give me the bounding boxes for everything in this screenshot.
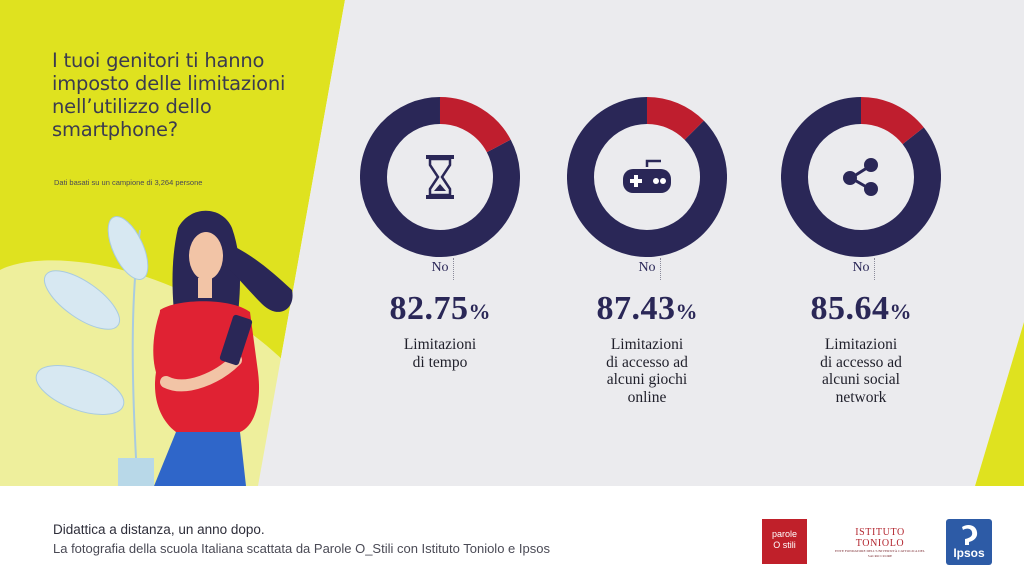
ipsos-logo: Ipsos — [946, 519, 992, 565]
yellow-corner — [975, 322, 1024, 486]
category-label: Limitazioni di accesso ad alcuni social net… — [776, 336, 946, 406]
percentage-number: 82.75 — [389, 290, 469, 327]
percentage-value: 87.43% — [557, 290, 737, 328]
logo-text: ISTITUTO TONIOLO — [855, 527, 905, 549]
percentage-number: 87.43 — [596, 290, 676, 327]
category-label-line: online — [627, 388, 667, 406]
label-leader-line — [453, 258, 454, 280]
category-label-line: di accesso ad — [606, 353, 688, 371]
category-label-line: di accesso ad — [820, 353, 902, 371]
percent-sign: % — [889, 299, 912, 324]
category-label-line: alcuni social — [822, 371, 900, 388]
infographic-stage: I tuoi genitori ti hanno imposto delle l… — [0, 0, 1024, 486]
question-title: I tuoi genitori ti hanno imposto delle l… — [52, 49, 286, 141]
percent-sign: % — [468, 299, 491, 324]
logo-text: parole — [771, 529, 798, 539]
donut-chart-2 — [567, 97, 727, 257]
slice-yes — [439, 97, 511, 153]
category-label-line: network — [835, 388, 887, 406]
percent-sign: % — [675, 299, 698, 324]
category-label-line: alcuni giochi — [606, 371, 688, 388]
share-icon — [839, 155, 883, 199]
category-label: Limitazioni di tempo — [355, 336, 525, 371]
no-label: No — [431, 260, 449, 275]
istituto-toniolo-logo: ISTITUTO TONIOLO ENTE FONDATORE DELL’UNI… — [832, 527, 928, 559]
hourglass-icon — [423, 153, 457, 201]
category-label-line: Limitazioni — [403, 336, 477, 353]
category-label-line: Limitazioni — [824, 336, 898, 353]
donut-svg — [567, 97, 727, 257]
label-leader-line — [660, 258, 661, 280]
slice-no — [567, 97, 727, 257]
no-label: No — [852, 260, 870, 275]
category-label-line: Limitazioni — [610, 336, 684, 353]
footer: Didattica a distanza, un anno dopo. La f… — [0, 486, 1024, 576]
logo-text: O stili — [773, 540, 796, 550]
category-label-line: di tempo — [412, 353, 468, 371]
donut-svg — [781, 97, 941, 257]
percentage-value: 82.75% — [350, 290, 530, 328]
percentage-number: 85.64 — [810, 290, 890, 327]
slice-no — [781, 97, 941, 257]
logo-text: Ipsos — [953, 546, 985, 560]
sample-note: Dati basati su un campione di 3,264 pers… — [54, 178, 203, 187]
ipsos-emblem — [962, 524, 978, 545]
donut-chart-1 — [360, 97, 520, 257]
no-label: No — [638, 260, 656, 275]
woman-illustration — [153, 210, 293, 486]
parole-ostili-logo: parole O stili — [762, 519, 807, 564]
donut-chart-3 — [781, 97, 941, 257]
footer-subtitle: La fotografia della scuola Italiana scat… — [53, 541, 550, 556]
percentage-value: 85.64% — [771, 290, 951, 328]
footer-title: Didattica a distanza, un anno dopo. — [53, 522, 265, 537]
donut-svg — [360, 97, 520, 257]
category-label: Limitazioni di accesso ad alcuni giochi onl… — [562, 336, 732, 406]
slice-yes — [646, 97, 704, 141]
label-leader-line — [874, 258, 875, 280]
slice-yes — [860, 97, 924, 145]
logo-text: ENTE FONDATORE DELL’UNIVERSITÀ CATTOLICA… — [835, 549, 925, 558]
slice-no — [360, 97, 520, 257]
gamepad-icon — [619, 157, 675, 197]
